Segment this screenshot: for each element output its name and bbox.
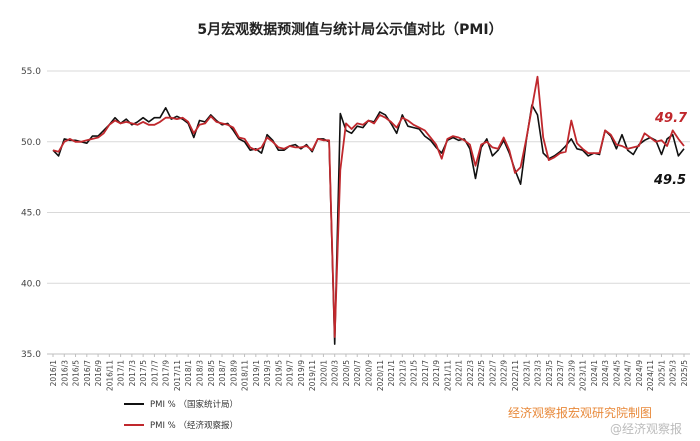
x-tick-label: 2017/3 xyxy=(128,360,137,387)
x-tick-label: 2020/9 xyxy=(365,360,374,387)
y-tick-label: 55.0 xyxy=(21,67,41,77)
x-tick-label: 2019/7 xyxy=(286,360,295,387)
x-tick-label: 2021/7 xyxy=(421,360,430,387)
legend: PMI % （国家统计局） PMI % （经济观察报） xyxy=(124,399,238,431)
y-tick-label: 35.0 xyxy=(21,350,41,360)
series-layer xyxy=(52,75,685,345)
x-tick-label: 2020/1 xyxy=(319,360,328,387)
annotation-official-value: 49.5 xyxy=(653,173,686,188)
x-tick-label: 2024/5 xyxy=(612,360,621,387)
legend-label-official: PMI % （国家统计局） xyxy=(150,399,238,410)
x-tick-label: 2023/3 xyxy=(534,360,543,387)
legend-label-forecast: PMI % （经济观察报） xyxy=(150,420,238,431)
x-tick-label: 2017/7 xyxy=(150,360,159,387)
x-tick-label: 2016/5 xyxy=(72,360,81,387)
x-tick-label: 2025/3 xyxy=(669,360,678,387)
x-tick-label: 2018/5 xyxy=(207,360,216,387)
series-line-forecast xyxy=(52,75,685,338)
x-tick-label: 2025/5 xyxy=(680,360,689,387)
x-tick-label: 2017/5 xyxy=(139,360,148,387)
annotation-forecast-value: 49.7 xyxy=(654,111,688,126)
x-tick-label: 2021/5 xyxy=(410,360,419,387)
x-tick-label: 2022/7 xyxy=(488,360,497,387)
x-tick-label: 2024/1 xyxy=(590,360,599,387)
x-tick-label: 2022/3 xyxy=(466,360,475,387)
x-tick-label: 2016/7 xyxy=(83,360,92,387)
x-tick-label: 2025/1 xyxy=(657,360,666,387)
x-tick-label: 2022/1 xyxy=(455,360,464,387)
x-tick-label: 2017/9 xyxy=(162,360,171,387)
watermark: @经济观察报 xyxy=(610,421,682,436)
x-axis-ticks: 2016/1 2016/3 2016/5 2016/7 2016/9 2016/11 201… xyxy=(49,354,689,391)
x-tick-label: 2022/11 xyxy=(511,360,520,391)
x-tick-label: 2022/9 xyxy=(500,360,509,387)
x-tick-label: 2017/1 xyxy=(117,360,126,387)
x-tick-label: 2024/9 xyxy=(635,360,644,387)
x-tick-label: 2022/5 xyxy=(477,360,486,387)
x-tick-label: 2019/5 xyxy=(274,360,283,387)
x-tick-label: 2021/3 xyxy=(398,360,407,387)
x-tick-label: 2018/3 xyxy=(195,360,204,387)
y-tick-label: 50.0 xyxy=(21,138,41,148)
x-tick-label: 2021/9 xyxy=(432,360,441,387)
x-tick-label: 2020/3 xyxy=(331,360,340,387)
y-tick-label: 40.0 xyxy=(21,279,41,289)
x-tick-label: 2019/3 xyxy=(263,360,272,387)
x-tick-label: 2021/1 xyxy=(387,360,396,387)
x-tick-label: 2017/11 xyxy=(173,360,182,391)
x-tick-label: 2018/7 xyxy=(218,360,227,387)
x-tick-label: 2023/1 xyxy=(522,360,531,387)
x-tick-label: 2023/5 xyxy=(545,360,554,387)
x-tick-label: 2024/7 xyxy=(624,360,633,387)
chart-credit: 经济观察报宏观研究院制图 xyxy=(508,405,652,420)
x-tick-label: 2016/11 xyxy=(105,360,114,391)
x-tick-label: 2021/11 xyxy=(443,360,452,391)
x-tick-label: 2019/11 xyxy=(308,360,317,391)
x-tick-label: 2024/3 xyxy=(601,360,610,387)
x-tick-label: 2019/1 xyxy=(252,360,261,387)
x-tick-label: 2016/1 xyxy=(49,360,58,387)
x-tick-label: 2018/9 xyxy=(229,360,238,387)
x-tick-label: 2023/11 xyxy=(579,360,588,391)
x-tick-label: 2019/9 xyxy=(297,360,306,387)
x-tick-label: 2023/7 xyxy=(556,360,565,387)
x-tick-label: 2020/7 xyxy=(353,360,362,387)
series-line-official xyxy=(52,104,685,345)
x-tick-label: 2020/11 xyxy=(376,360,385,391)
y-tick-label: 45.0 xyxy=(21,209,41,219)
chart-title: 5月宏观数据预测值与统计局公示值对比（PMI） xyxy=(197,21,502,38)
x-tick-label: 2020/5 xyxy=(342,360,351,387)
x-tick-label: 2016/9 xyxy=(94,360,103,387)
x-tick-label: 2018/11 xyxy=(241,360,250,391)
y-axis-ticks: 35.0 40.0 45.0 50.0 55.0 xyxy=(21,67,41,360)
grid-lines xyxy=(47,70,690,284)
x-tick-label: 2018/1 xyxy=(184,360,193,387)
x-tick-label: 2024/11 xyxy=(646,360,655,391)
x-tick-label: 2023/9 xyxy=(567,360,576,387)
x-tick-label: 2016/3 xyxy=(60,360,69,387)
